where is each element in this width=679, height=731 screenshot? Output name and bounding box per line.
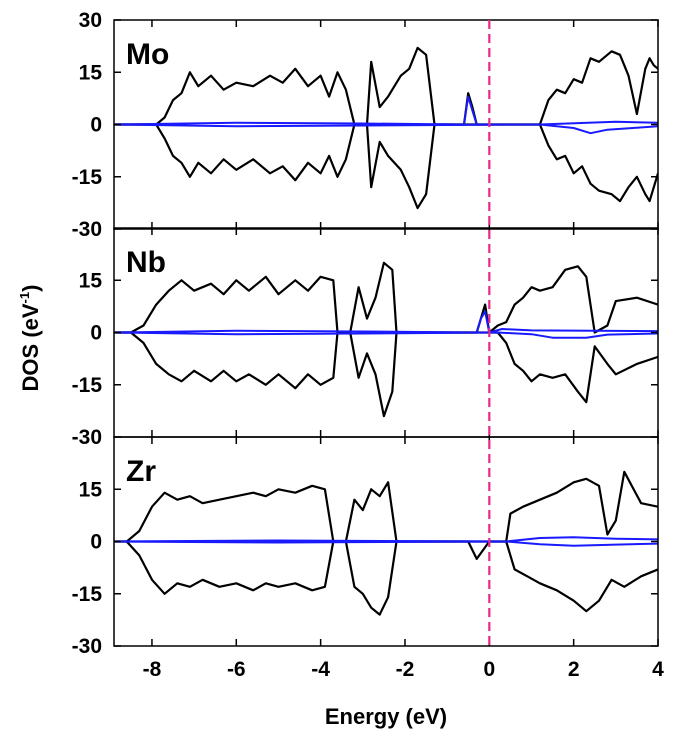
y-tick-label: 15 xyxy=(79,478,103,501)
y-tick-label: 0 xyxy=(90,114,102,137)
y-tick-label: 0 xyxy=(90,322,102,345)
y-tick-label: -30 xyxy=(72,218,102,241)
panel-label-nb: Nb xyxy=(126,246,166,279)
y-tick-label: -15 xyxy=(72,374,103,397)
x-tick-label: -2 xyxy=(396,658,415,681)
y-tick-label: 30 xyxy=(79,9,102,32)
y-tick-label: 15 xyxy=(79,269,103,292)
x-tick-label: -6 xyxy=(227,658,246,681)
series-total-spin-down xyxy=(114,331,658,418)
x-tick-label: -4 xyxy=(311,658,330,681)
panel-zr: 15 0 -15 -30 Zr xyxy=(72,436,659,658)
x-axis-title: Energy (eV) xyxy=(325,704,447,729)
series-partial-spin-up xyxy=(114,310,658,334)
y-axis-title-main: DOS (eV xyxy=(18,303,43,391)
series-total-spin-up xyxy=(114,261,658,334)
x-tick-label: -8 xyxy=(143,658,162,681)
series-partial-spin-down xyxy=(114,331,658,339)
series-partial-spin-down xyxy=(114,540,658,547)
y-tick-label: -30 xyxy=(72,635,102,658)
y-axis-title-superscript: -1 xyxy=(17,292,32,304)
x-axis-ticks: -8 -6 -4 -2 0 2 4 xyxy=(143,658,665,681)
x-tick-label: 2 xyxy=(568,658,580,681)
y-tick-label: 0 xyxy=(90,531,102,554)
y-tick-label: -15 xyxy=(72,166,103,189)
series-partial-spin-down xyxy=(114,123,658,135)
y-axis-title: DOS (eV-1) xyxy=(17,285,43,392)
series-group xyxy=(114,46,658,210)
panel-nb: 15 0 -15 -30 Nb xyxy=(72,227,659,449)
y-tick-label: 15 xyxy=(79,61,103,84)
x-tick-label: 0 xyxy=(483,658,495,681)
series-total-spin-down xyxy=(114,123,658,210)
series-group xyxy=(114,261,658,418)
panel-label-zr: Zr xyxy=(126,455,156,488)
series-group xyxy=(114,470,658,616)
y-axis-title-tail: ) xyxy=(18,285,43,292)
series-total-spin-up xyxy=(114,470,658,543)
y-tick-label: -15 xyxy=(72,583,103,606)
panel-mo: 30 15 0 -15 -30 Mo xyxy=(72,9,659,241)
series-partial-spin-up xyxy=(114,536,658,543)
series-total-spin-up xyxy=(114,46,658,126)
series-total-spin-down xyxy=(114,540,658,616)
x-tick-label: 4 xyxy=(652,658,664,681)
panels-group: 30 15 0 -15 -30 Mo 15 0 -15 -30 Nb 15 0 -15 -30 Zr xyxy=(72,9,659,658)
panel-label-mo: Mo xyxy=(126,38,169,71)
series-partial-spin-up xyxy=(114,95,658,126)
y-tick-label: -30 xyxy=(72,426,102,449)
